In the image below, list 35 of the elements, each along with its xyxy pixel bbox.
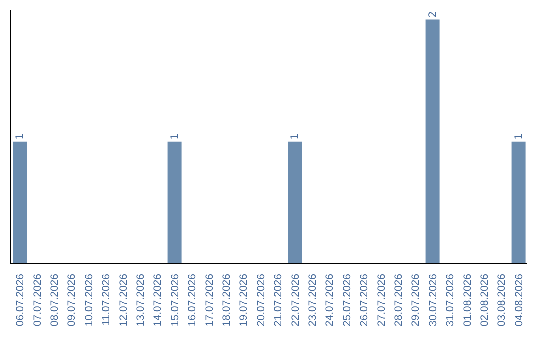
- data-label: 1: [15, 134, 26, 140]
- x-tick-label: 24.07.2026: [324, 274, 336, 327]
- x-tick-label: 18.07.2026: [221, 274, 233, 327]
- x-tick-label: 01.08.2026: [462, 274, 474, 327]
- x-tick-label: 04.08.2026: [513, 274, 526, 327]
- x-tick-label: 02.08.2026: [479, 274, 491, 327]
- x-tick-label: 15.07.2026: [169, 274, 182, 327]
- x-tick-label: 16.07.2026: [186, 274, 199, 327]
- x-tick-label: 22.07.2026: [290, 274, 302, 327]
- data-label: 2: [428, 11, 439, 18]
- data-label: 1: [290, 134, 302, 140]
- x-tick-label: 30.07.2026: [427, 274, 440, 327]
- x-tick-label: 06.07.2026: [14, 274, 27, 327]
- x-tick-label: 07.07.2026: [32, 274, 44, 327]
- x-tick-label: 11.07.2026: [100, 274, 113, 326]
- x-tick-label: 09.07.2026: [66, 274, 78, 327]
- x-tick-label: 26.07.2026: [358, 274, 371, 327]
- x-tick-label: 31.07.2026: [444, 274, 457, 327]
- data-label: 1: [514, 134, 525, 140]
- x-tick-label: 21.07.2026: [272, 274, 285, 327]
- x-tick-label: 25.07.2026: [341, 274, 354, 327]
- x-tick-label: 20.07.2026: [255, 274, 268, 327]
- x-tick-label: 23.07.2026: [307, 274, 319, 327]
- x-tick-label: 03.08.2026: [496, 274, 508, 327]
- x-tick-label: 14.07.2026: [152, 274, 164, 327]
- x-tick-label: 10.07.2026: [83, 274, 96, 327]
- x-tick-label: 27.07.2026: [376, 274, 388, 327]
- x-tick-label: 12.07.2026: [118, 274, 130, 327]
- x-tick-label: 28.07.2026: [393, 274, 405, 327]
- x-tick-label: 29.07.2026: [410, 274, 422, 327]
- x-tick-label: 17.07.2026: [204, 274, 216, 327]
- x-tick-label: 08.07.2026: [49, 274, 61, 327]
- x-tick-label: 13.07.2026: [135, 274, 147, 327]
- x-tick-label: 19.07.2026: [238, 274, 250, 327]
- data-label: 1: [170, 134, 181, 140]
